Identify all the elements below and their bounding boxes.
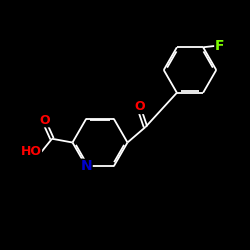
Text: O: O <box>40 114 50 127</box>
Text: O: O <box>135 100 145 114</box>
Text: HO: HO <box>20 145 42 158</box>
Text: N: N <box>80 159 92 173</box>
Text: F: F <box>215 39 224 53</box>
